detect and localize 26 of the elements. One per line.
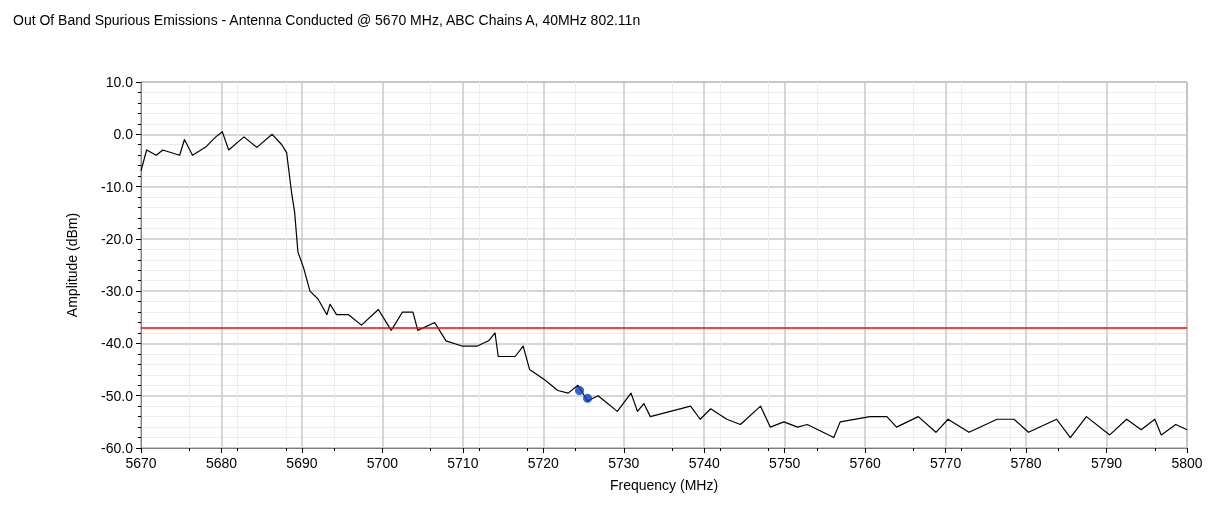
y-tick-label: 0.0: [113, 126, 134, 143]
x-tick-label: 5680: [205, 455, 238, 471]
x-tick-label: 5720: [527, 455, 560, 471]
y-axis-title: Amplitude (dBm): [64, 212, 80, 318]
chart-title: Out Of Band Spurious Emissions - Antenna Conducted @ 5670 MHz, ABC Chains A, 40MHz 802.11n: [13, 12, 641, 28]
y-tick-label: -50.0: [101, 387, 134, 404]
x-tick-label: 5710: [447, 455, 479, 471]
y-tick-label: -30.0: [101, 283, 134, 300]
x-tick-label: 5760: [849, 455, 881, 471]
y-tick-label: -20.0: [101, 230, 134, 247]
x-axis-title: Frequency (MHz): [609, 477, 719, 493]
y-tick-label: -40.0: [101, 335, 134, 352]
x-tick-label: 5670: [125, 455, 157, 471]
y-tick-label: -60.0: [101, 440, 134, 456]
x-tick-label: 5770: [930, 455, 962, 471]
y-tick-label: 10.0: [105, 74, 134, 90]
x-tick-label: 5790: [1090, 455, 1123, 471]
x-tick-label: 5690: [286, 455, 318, 471]
x-tick-label: 5700: [366, 455, 399, 471]
x-tick-label: 5750: [769, 455, 801, 471]
line-series: [140, 131, 1188, 439]
y-tick-label: -10.0: [101, 178, 134, 195]
x-tick-label: 5800: [1171, 455, 1203, 471]
x-tick-label: 5780: [1010, 455, 1042, 471]
x-tick-label: 5730: [608, 455, 640, 471]
x-tick-label: 5740: [688, 455, 721, 471]
